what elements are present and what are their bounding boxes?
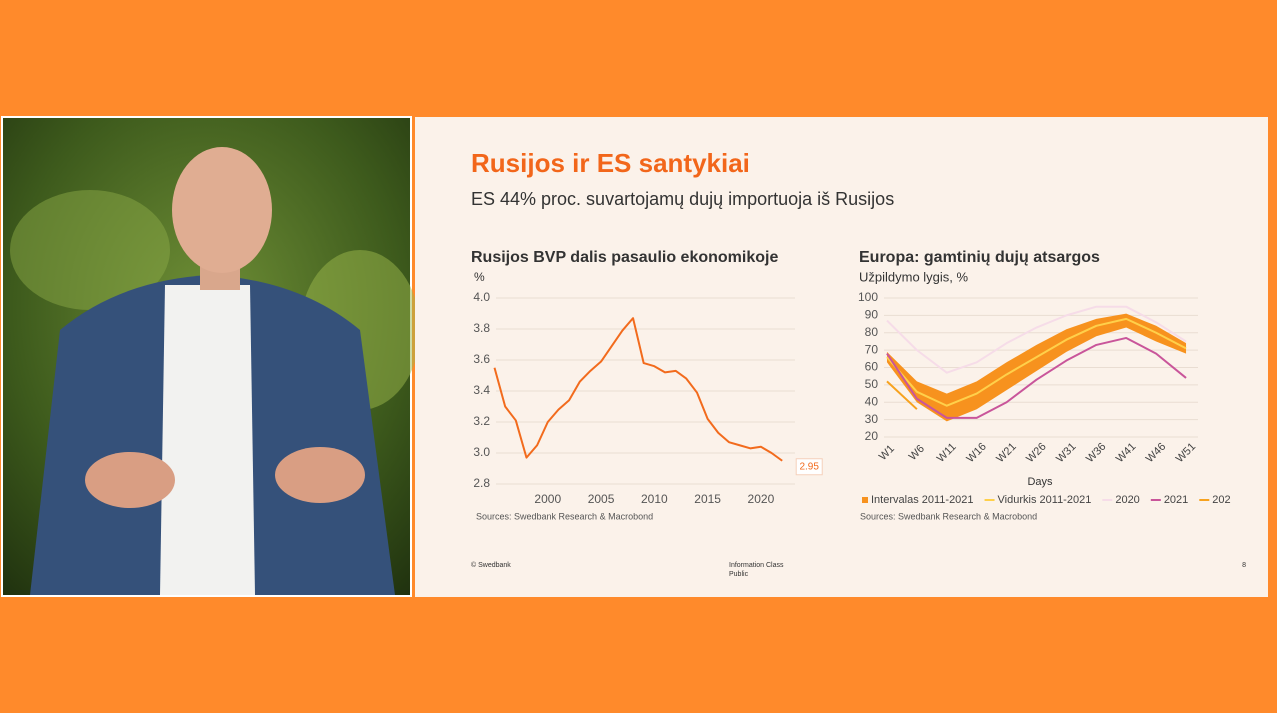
legend-label: Vidurkis 2011-2021 [998,494,1092,506]
chart-title: Europa: gamtinių dujų atsargos [859,249,1100,266]
speaker-hand [85,452,175,508]
screen-border [1268,117,1277,597]
y-tick-label: 50 [865,377,879,391]
slide-subtitle: ES 44% proc. suvartojamų dujų importuoja… [471,189,894,209]
speaker-head [172,147,272,273]
x-tick-label: 2020 [748,492,775,506]
y-tick-label: 3.6 [473,352,490,366]
x-tick-label: 2015 [694,492,721,506]
source: Sources: Swedbank Research & Macrobond [476,511,653,521]
data-label-box [795,458,823,476]
y-tick-label: 3.2 [473,414,490,428]
x-axis-label: Days [1027,476,1053,488]
legend-label: 202 [1212,494,1230,506]
leaf [10,190,170,310]
line [493,317,783,462]
legend-swatch [862,497,868,503]
slide [415,117,1268,597]
speaker-shirt [160,285,255,595]
legend-label: 2020 [1115,494,1139,506]
band [886,313,1187,422]
line [886,317,1187,407]
footer-class: Public [729,571,749,578]
y-tick-label: 30 [865,412,879,426]
y-tick-label: 3.4 [473,383,490,397]
y-tick-label: 4.0 [473,290,490,304]
x-tick-label: 2010 [641,492,668,506]
y-axis-label: % [474,270,485,284]
y-tick-label: 80 [865,325,879,339]
speaker-hand [275,447,365,503]
footer-copyright: © Swedbank [471,561,511,569]
y-tick-label: 70 [865,342,879,356]
y-tick-label: 60 [865,360,879,374]
video-panel [1,116,420,597]
x-tick-label: 2000 [534,492,561,506]
y-tick-label: 20 [865,429,879,443]
line [886,380,918,410]
data-label: 2.95 [799,461,819,472]
y-tick-label: 3.0 [473,445,490,459]
chart-title: Rusijos BVP dalis pasaulio ekonomikoje [471,249,778,266]
x-tick-label: 2005 [588,492,615,506]
y-tick-label: 2.8 [473,476,490,490]
y-tick-label: 3.8 [473,321,490,335]
footer-page: 8 [1242,562,1246,569]
y-axis-label: Užpildymo lygis, % [859,269,969,284]
legend-label: 2021 [1164,494,1188,506]
y-tick-label: 40 [865,394,879,408]
source: Sources: Swedbank Research & Macrobond [860,511,1037,521]
slide-title: Rusijos ir ES santykiai [471,148,750,178]
y-tick-label: 100 [858,290,878,304]
line [886,336,1187,419]
legend-label: Intervalas 2011-2021 [871,494,974,506]
y-tick-label: 90 [865,308,879,322]
line [886,305,1187,374]
footer-class: Information Class [729,562,784,569]
